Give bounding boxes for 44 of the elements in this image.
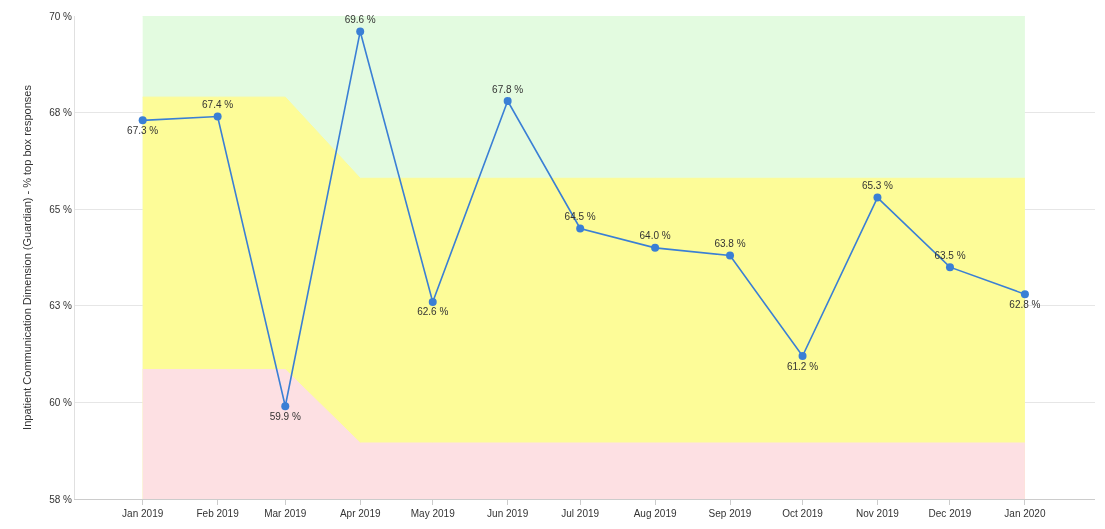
point bbox=[1020, 290, 1029, 299]
y-tick-label: 63 % bbox=[49, 300, 73, 312]
point bbox=[873, 193, 882, 202]
x-tick-label: Nov 2019 bbox=[856, 508, 900, 519]
data-label: 67.4 % bbox=[202, 98, 234, 110]
data-label: 69.6 % bbox=[344, 13, 376, 25]
x-tick-label: Jan 2020 bbox=[1004, 508, 1046, 519]
x-tick-label: Aug 2019 bbox=[633, 508, 677, 519]
x-tick-label: Jul 2019 bbox=[561, 508, 600, 519]
x-tick-label: Jun 2019 bbox=[487, 508, 529, 519]
point bbox=[281, 402, 290, 411]
x-tick-label: Apr 2019 bbox=[339, 508, 381, 519]
point bbox=[651, 243, 660, 252]
y-tick-label: 70 % bbox=[49, 10, 73, 22]
data-label: 62.6 % bbox=[417, 306, 449, 318]
x-tick-label: Sep 2019 bbox=[708, 508, 752, 519]
y-tick-label: 60 % bbox=[49, 396, 73, 408]
x-tick-label: Jan 2019 bbox=[122, 508, 164, 519]
point bbox=[945, 263, 954, 272]
point bbox=[503, 97, 512, 106]
x-tick-label: Oct 2019 bbox=[782, 508, 824, 519]
y-tick-label: 58 % bbox=[49, 493, 73, 505]
data-label: 65.3 % bbox=[861, 180, 894, 192]
point bbox=[726, 251, 735, 260]
data-label: 63.8 % bbox=[714, 238, 746, 250]
point bbox=[356, 27, 365, 36]
point bbox=[576, 224, 585, 233]
data-label: 59.9 % bbox=[269, 410, 301, 422]
x-tick-label: May 2019 bbox=[410, 508, 456, 519]
point bbox=[213, 112, 222, 121]
x-tick-label: Feb 2019 bbox=[196, 508, 240, 519]
point bbox=[138, 116, 147, 125]
y-tick-label: 68 % bbox=[49, 107, 73, 119]
x-tick-label: Dec 2019 bbox=[928, 508, 972, 519]
data-label: 67.8 % bbox=[492, 83, 524, 95]
data-label: 64.0 % bbox=[639, 230, 671, 242]
data-label: 67.3 % bbox=[127, 124, 159, 136]
data-label: 61.2 % bbox=[786, 360, 819, 372]
y-axis-title: Inpatient Communication Dimension (Guardian) - % top box responses bbox=[20, 84, 33, 430]
y-tick-label: 65 % bbox=[49, 203, 73, 215]
point bbox=[428, 297, 437, 306]
data-label: 62.8 % bbox=[1009, 298, 1041, 310]
point bbox=[798, 352, 807, 361]
x-tick-label: Mar 2019 bbox=[264, 508, 307, 519]
